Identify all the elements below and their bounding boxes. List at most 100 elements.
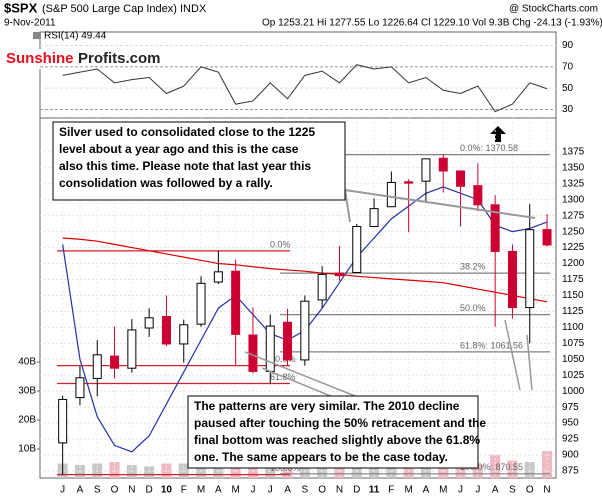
fib-label: 38.2% [460,261,486,271]
fib-label: 50.0% [270,354,296,364]
y-tick-label: 975 [562,402,579,413]
rsi-tick-label: 50 [562,83,574,94]
x-tick-label: N [128,485,135,496]
candle-body [542,229,552,246]
trend-line [344,189,351,223]
annotation-text: consolidation was followed by a rally. [59,176,273,190]
candle-body [386,181,396,208]
source: @ StockCharts.com [509,4,598,15]
fib-label: 50.0% [460,303,486,313]
candle-body [75,377,85,399]
x-tick-label: J [458,485,463,496]
y-tick-label: 1375 [562,146,585,157]
rsi-legend-swatch [33,32,41,39]
chart-subtitle: (S&P 500 Large Cap Index) INDX [42,3,207,15]
quote: Op 1253.21 Hi 1277.55 Lo 1226.64 Cl 1229… [262,18,602,29]
trend-line [526,334,533,391]
x-tick-label: O [111,485,119,496]
volume-bar [438,466,449,478]
candle-body [127,329,137,369]
date: 9-Nov-2011 [4,18,56,29]
candle-body [456,170,466,187]
y-tick-label: 1150 [562,290,584,301]
rsi-line [62,64,548,113]
fib-label: 61.8%: 1061.56 [460,340,523,350]
candle-body [144,317,154,329]
volume-tick-label: 20B [18,415,36,426]
candle-body [213,271,223,283]
x-tick-label: S [302,485,309,496]
volume-tick-label: 40B [18,357,36,368]
y-tick-label: 1250 [562,226,585,237]
y-tick-label: 1300 [562,194,585,205]
annotation-text: also this time. Please note that last ye… [59,159,311,173]
logo-bg [4,49,178,69]
y-tick-label: 1350 [562,162,585,173]
candle-body [231,270,241,335]
y-tick-label: 1325 [562,178,585,189]
chart-title: $SPX [4,0,38,15]
moving-average [62,237,548,303]
candle-body [438,157,448,172]
x-tick-label: M [197,485,205,496]
candle-body [525,229,535,309]
y-tick-label: 1225 [562,242,585,253]
trend-line [504,319,521,391]
x-tick-label: O [318,485,326,496]
x-tick-label: D [353,485,360,496]
candle-body [507,250,517,309]
candle-body [317,273,327,301]
y-tick-label: 1200 [562,258,585,269]
volume-bar [317,466,328,478]
x-tick-label: M [404,485,412,496]
trend-line [344,189,536,219]
x-tick-label: J [60,485,65,496]
x-tick-label: A [423,485,430,496]
fib-label: 0.0%: 1370.58 [460,143,518,153]
x-tick-label: J [475,485,480,496]
candle-body [490,204,500,252]
candle-body [248,334,258,372]
x-tick-label: 11 [369,485,380,496]
y-tick-label: 1175 [562,274,584,285]
annotation-box [187,395,479,469]
y-tick-label: 1275 [562,210,585,221]
candle-body [421,158,431,182]
y-tick-label: 875 [562,466,579,477]
x-tick-label: S [509,485,516,496]
volume-tick-label: 10B [18,444,36,455]
y-tick-label: 1025 [562,370,585,381]
x-tick-label: A [492,485,499,496]
candle-body [110,355,120,369]
candle-body [58,398,68,444]
volume-bar [542,451,553,478]
x-tick-label: F [181,485,187,496]
rsi-tick-label: 70 [562,61,574,72]
candle-body [369,208,379,228]
trend-line [244,351,366,401]
x-tick-label: J [250,485,255,496]
volume-tick-label: 30B [18,386,36,397]
volume-bar [420,466,431,478]
volume-bar [144,466,155,478]
volume-bar [507,460,518,478]
rsi-tick-label: 30 [562,104,574,115]
x-tick-label: O [526,485,534,496]
fib-label: 100.0%: 870.55 [460,462,523,472]
annotation-text: final bottom was reached slightly above … [194,433,480,447]
candle-body [265,325,275,372]
volume-bar [247,460,258,478]
candle-body [404,181,414,184]
logo-profits: Profits.com [78,50,161,67]
volume-bar [351,466,362,478]
annotation-text: one. The same appears to be the case tod… [194,450,448,464]
arrow [490,126,506,142]
annotation-text: level about a year ago and this is the c… [59,142,299,156]
candle-body [161,316,171,345]
x-tick-label: D [146,485,153,496]
annotation-text: paused after touching the 50% retracemen… [194,416,486,430]
y-tick-label: 900 [562,450,579,461]
x-tick-label: M [439,485,447,496]
x-tick-label: 10 [161,485,173,496]
